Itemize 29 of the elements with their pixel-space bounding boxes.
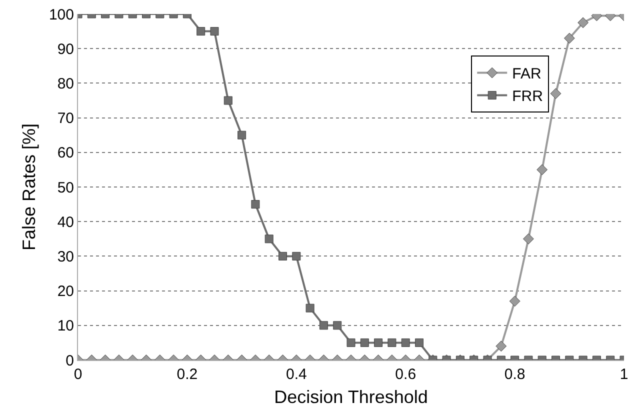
point	[536, 164, 548, 176]
legend-label: FAR	[512, 66, 542, 83]
x-axis-title: Decision Threshold	[274, 387, 428, 408]
point	[292, 252, 301, 260]
x-tick-label: 1	[620, 366, 628, 383]
y-tick-label: 100	[48, 6, 74, 24]
y-axis-title: False Rates [%]	[19, 123, 40, 251]
y-tick-label: 40	[57, 214, 74, 231]
point	[224, 96, 232, 105]
x-tick-label: 0.6	[395, 366, 416, 383]
point	[238, 130, 246, 140]
y-tick-label: 10	[57, 318, 74, 335]
y-tick-label: 30	[57, 248, 74, 266]
x-tick-label: 0.4	[286, 366, 307, 383]
y-tick-label: 90	[57, 40, 74, 58]
y-tick-label: 20	[57, 283, 74, 300]
y-tick-label: 50	[57, 179, 74, 196]
x-tick-label: 0.8	[504, 366, 526, 383]
point	[278, 252, 287, 260]
point	[550, 88, 562, 100]
point	[251, 200, 260, 209]
point	[523, 233, 534, 244]
x-tick-label: 0.2	[176, 366, 198, 383]
y-tick-label: 60	[57, 144, 74, 162]
y-tick-label: 80	[57, 75, 74, 92]
legend-label: FRR	[512, 88, 544, 106]
y-tick-label: 0	[66, 352, 74, 370]
point	[264, 234, 274, 244]
y-tick-label: 70	[57, 110, 74, 128]
